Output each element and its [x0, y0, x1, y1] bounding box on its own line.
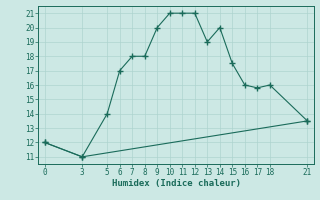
X-axis label: Humidex (Indice chaleur): Humidex (Indice chaleur)	[111, 179, 241, 188]
